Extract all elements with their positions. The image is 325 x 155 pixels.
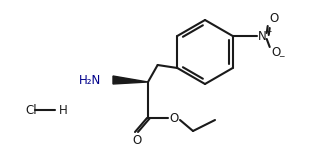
Polygon shape xyxy=(113,76,148,84)
Text: O: O xyxy=(132,133,142,146)
Text: −: − xyxy=(279,53,285,62)
Text: N: N xyxy=(258,29,267,42)
Text: O: O xyxy=(269,13,278,26)
Text: H₂N: H₂N xyxy=(79,73,101,86)
Text: O: O xyxy=(169,111,179,124)
Text: Cl: Cl xyxy=(25,104,37,117)
Text: O: O xyxy=(271,46,280,60)
Text: +: + xyxy=(266,27,272,35)
Text: H: H xyxy=(59,104,68,117)
